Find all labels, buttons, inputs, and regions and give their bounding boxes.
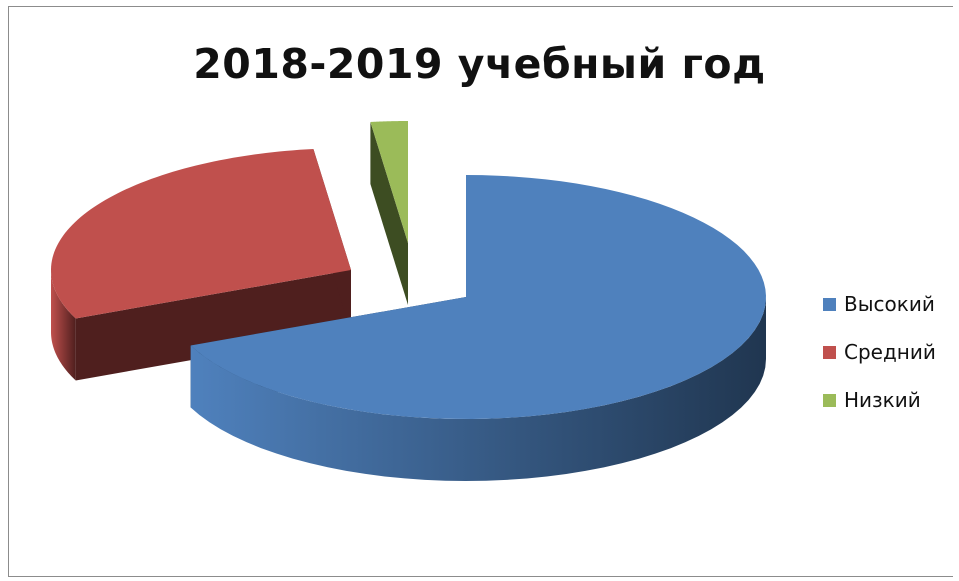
legend-swatch-low xyxy=(823,393,836,407)
slice-rim xyxy=(51,270,76,381)
slice-top xyxy=(190,175,766,419)
pie-slice-high xyxy=(190,175,767,481)
slice-rim xyxy=(190,297,767,481)
pie-slice-medium xyxy=(51,148,351,381)
slice-wall xyxy=(370,121,408,305)
pie-slice-low xyxy=(370,121,408,305)
slice-top xyxy=(370,121,408,243)
legend-label-medium: Средний xyxy=(844,340,936,364)
slice-top xyxy=(51,148,351,319)
chart-title: 2018-2019 учебный год xyxy=(193,40,766,88)
legend-item-medium: Средний xyxy=(823,328,936,376)
chart-legend: Высокий Средний Низкий xyxy=(823,280,936,424)
legend-label-high: Высокий xyxy=(844,292,935,316)
legend-item-high: Высокий xyxy=(823,280,936,328)
legend-item-low: Низкий xyxy=(823,376,936,424)
slice-wall xyxy=(75,270,351,381)
legend-swatch-medium xyxy=(823,345,836,359)
legend-label-low: Низкий xyxy=(844,388,921,412)
legend-swatch-high xyxy=(823,297,836,311)
